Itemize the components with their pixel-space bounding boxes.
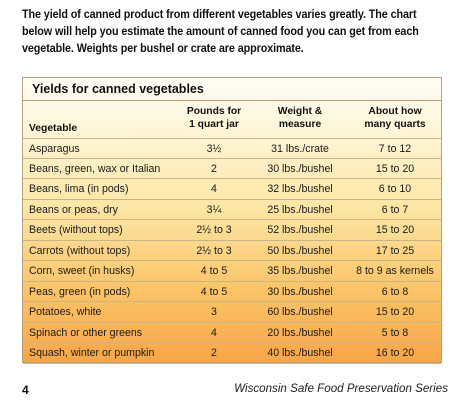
cell-weight-measure: 52 lbs./bushel — [267, 224, 333, 236]
cell-vegetable: Carrots (without tops) — [29, 244, 131, 257]
cell-quarts: 8 to 9 as kernels — [356, 265, 434, 277]
cell-pounds-per-quart: 3 — [211, 306, 217, 318]
title-divider — [23, 100, 441, 101]
cell-pounds-per-quart: 4 to 5 — [200, 265, 228, 277]
cell-pounds-per-quart: 2½ to 3 — [196, 244, 232, 257]
cell-quarts: 7 to 12 — [378, 143, 412, 155]
intro-paragraph: The yield of canned product from differe… — [22, 8, 419, 55]
table-row: Peas, green (in pods) 4 to 5 30 lbs./bushe… — [23, 282, 441, 302]
table-row: Beets (without tops) 2½ to 3 52 lbs./bushe… — [23, 220, 441, 241]
cell-vegetable: Corn, sweet (in husks) — [29, 265, 135, 277]
cell-weight-measure: 40 lbs./bushel — [267, 347, 333, 359]
cell-vegetable: Potatoes, white — [29, 306, 102, 318]
cell-weight-measure: 60 lbs./bushel — [267, 306, 333, 318]
table-row: Squash, winter or pumpkin 2 40 lbs./bushel… — [23, 343, 441, 364]
cell-weight-measure: 35 lbs./bushel — [267, 265, 333, 277]
yields-table-panel: Yields for canned vegetables Vegetable P… — [22, 77, 442, 364]
cell-weight-measure: 32 lbs./bushel — [267, 183, 333, 195]
cell-pounds-per-quart: 2 — [211, 347, 217, 359]
table-row: Spinach or other greens 4 20 lbs./bushel 5 … — [23, 323, 441, 343]
page-number: 4 — [22, 383, 29, 397]
cell-pounds-per-quart: 4 — [211, 326, 217, 339]
cell-quarts: 6 to 8 — [381, 285, 409, 298]
cell-vegetable: Beets (without tops) — [29, 224, 123, 236]
header-quarts: About how many quarts — [364, 106, 426, 130]
cell-vegetable: Squash, winter or pumpkin — [29, 347, 155, 359]
cell-weight-measure: 30 lbs./bushel — [267, 285, 333, 298]
cell-vegetable: Asparagus — [29, 143, 80, 155]
cell-pounds-per-quart: 2 — [211, 162, 217, 175]
table-row: Potatoes, white 3 60 lbs./bushel 15 to 20 — [23, 302, 441, 323]
cell-pounds-per-quart: 4 to 5 — [200, 285, 228, 298]
cell-quarts: 5 to 8 — [381, 326, 409, 339]
cell-quarts: 16 to 20 — [375, 347, 415, 359]
cell-quarts: 17 to 25 — [375, 244, 415, 257]
cell-quarts: 15 to 20 — [375, 224, 415, 236]
cell-vegetable: Beans or peas, dry — [29, 203, 118, 216]
header-vegetable: Vegetable — [29, 123, 78, 134]
cell-pounds-per-quart: 3½ — [206, 143, 222, 155]
table-title: Yields for canned vegetables — [32, 82, 204, 96]
cell-weight-measure: 25 lbs./bushel — [267, 203, 333, 216]
cell-quarts: 15 to 20 — [375, 162, 415, 175]
cell-pounds-per-quart: 2½ to 3 — [196, 224, 232, 236]
cell-vegetable: Peas, green (in pods) — [29, 285, 131, 298]
cell-quarts: 6 to 10 — [378, 183, 412, 195]
cell-weight-measure: 30 lbs./bushel — [267, 162, 333, 175]
cell-vegetable: Beans, lima (in pods) — [29, 183, 129, 195]
table-row: Corn, sweet (in husks) 4 to 5 35 lbs./bush… — [23, 261, 441, 282]
table-body: Asparagus 3½ 31 lbs./crate 7 to 12 Beans, gr… — [23, 138, 441, 364]
cell-vegetable: Spinach or other greens — [29, 326, 143, 339]
cell-weight-measure: 20 lbs./bushel — [267, 326, 333, 339]
header-pounds-per-quart: Pounds for 1 quart jar — [186, 106, 242, 130]
table-row: Beans, green, wax or Italian 2 30 lbs./bus… — [23, 159, 441, 179]
cell-quarts: 6 to 7 — [381, 203, 409, 216]
cell-quarts: 15 to 20 — [375, 306, 415, 318]
cell-vegetable: Beans, green, wax or Italian — [29, 162, 161, 175]
cell-weight-measure: 50 lbs./bushel — [267, 244, 333, 257]
series-title: Wisconsin Safe Food Preservation Series — [234, 382, 448, 395]
table-row: Asparagus 3½ 31 lbs./crate 7 to 12 — [23, 138, 441, 159]
table-row: Carrots (without tops) 2½ to 3 50 lbs./bus… — [23, 241, 441, 261]
cell-pounds-per-quart: 4 — [211, 183, 217, 195]
cell-pounds-per-quart: 3¼ — [206, 203, 222, 216]
table-row: Beans, lima (in pods) 4 32 lbs./bushel 6 to… — [23, 179, 441, 200]
header-weight-measure: Weight & measure — [277, 106, 323, 130]
cell-weight-measure: 31 lbs./crate — [271, 143, 329, 155]
table-row: Beans or peas, dry 3¼ 25 lbs./bushel 6 to 7 — [23, 200, 441, 220]
